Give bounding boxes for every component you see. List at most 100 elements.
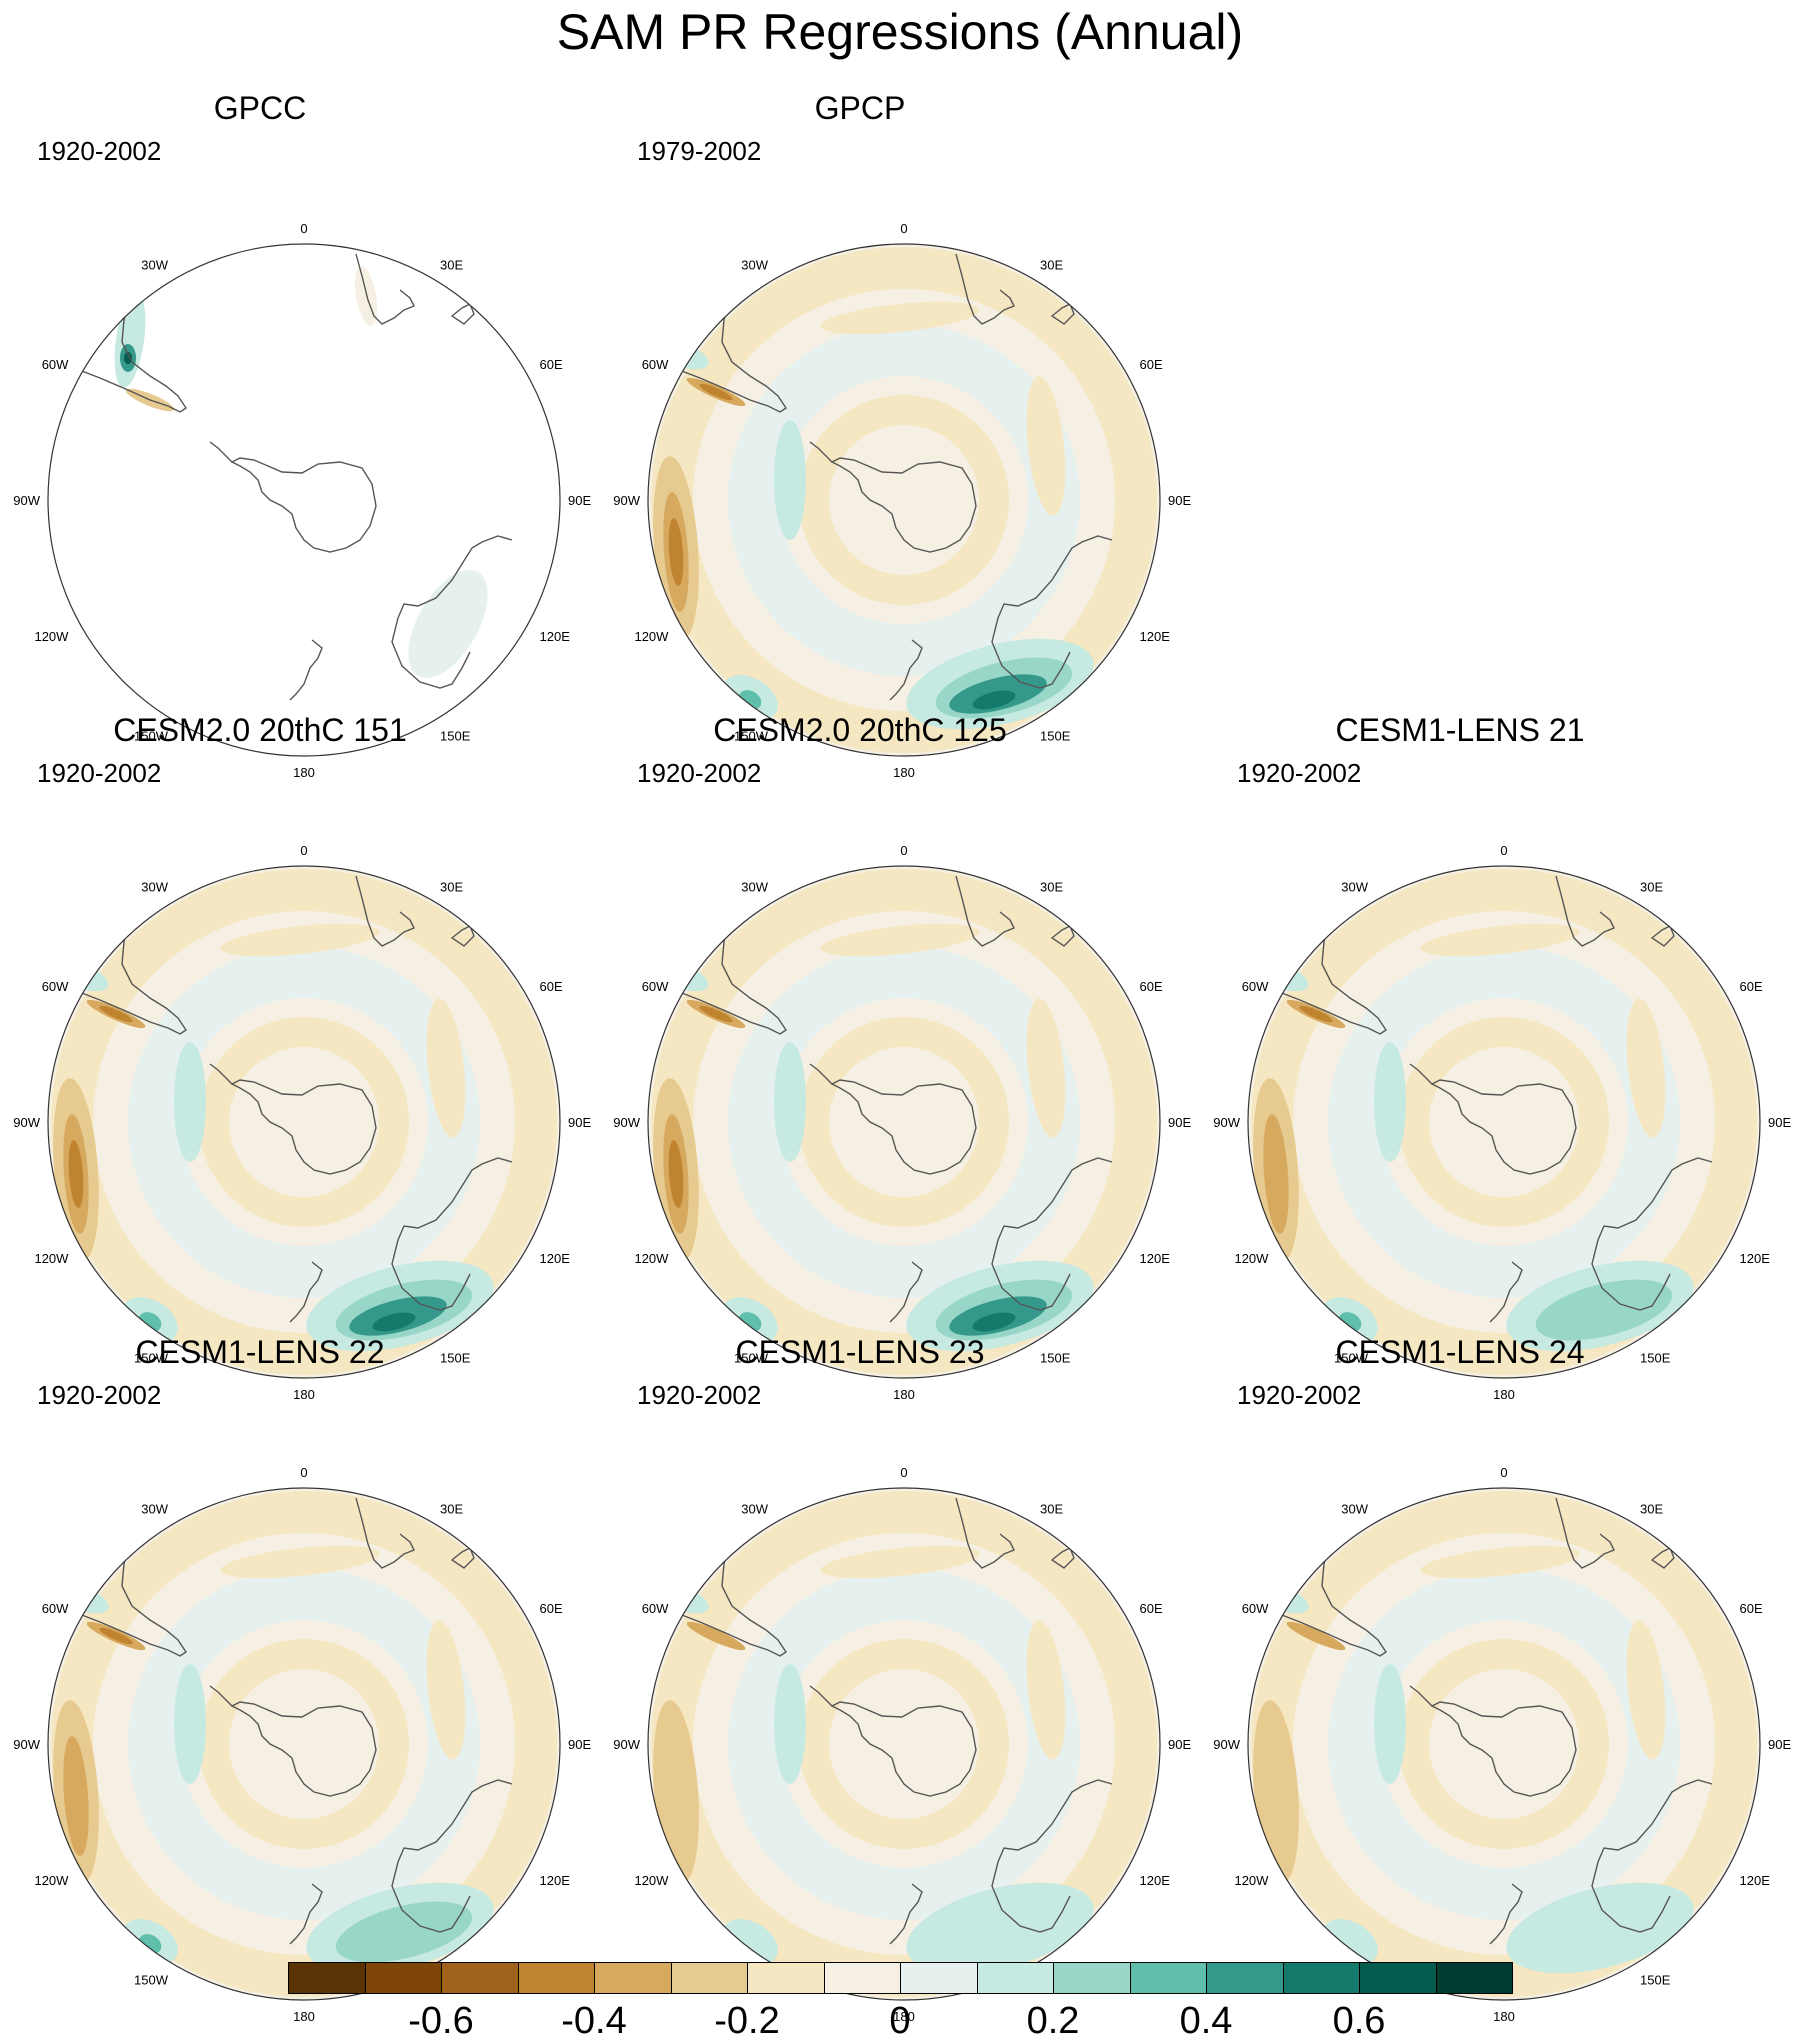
colorbar-tick-label: -0.2 <box>714 2000 780 2042</box>
coastline-4 <box>1050 303 1075 325</box>
longitude-label: 150W <box>734 729 769 744</box>
longitude-label: 60W <box>42 979 69 994</box>
longitude-label: 30E <box>1040 257 1063 272</box>
field-tasman-wet-max <box>372 1312 416 1332</box>
longitude-label: 0 <box>1500 843 1507 858</box>
longitude-label: 0 <box>900 1465 907 1480</box>
longitude-label: 90W <box>1213 1115 1240 1130</box>
longitude-label: 120E <box>1140 1251 1171 1266</box>
longitude-label: 90W <box>13 1737 40 1752</box>
field-australia <box>408 569 488 679</box>
map-border <box>47 243 561 757</box>
coastline-1 <box>209 441 233 463</box>
field-amundsen-wet <box>174 1664 206 1784</box>
panel-period: 1920-2002 <box>637 758 762 788</box>
longitude-label: 30W <box>1341 879 1368 894</box>
field-indian-dry-band <box>1026 1620 1066 1760</box>
longitude-label: 30W <box>141 879 168 894</box>
field-chile-dry <box>686 1621 746 1651</box>
coastline-3 <box>355 1497 415 1569</box>
longitude-label: 60W <box>642 1601 669 1616</box>
longitude-label: 120E <box>540 1251 571 1266</box>
longitude-label: 120W <box>1234 1873 1269 1888</box>
longitude-label: 120W <box>1234 1251 1269 1266</box>
longitude-label: 30E <box>1640 1501 1663 1516</box>
coastline-4 <box>450 925 475 947</box>
longitude-label: 60W <box>642 979 669 994</box>
coastline-4 <box>1650 925 1675 947</box>
panel-title: GPCP <box>814 90 906 126</box>
longitude-label: 60E <box>540 357 563 372</box>
field-amundsen-wet <box>174 1042 206 1162</box>
field-atlantic-dry-band <box>1420 923 1580 957</box>
field-tasman-wet-core <box>335 1901 473 1963</box>
coastline-6 <box>289 1883 323 1945</box>
field-background <box>648 1488 1160 2000</box>
longitude-label: 30W <box>741 257 768 272</box>
colorbar-tick-label: 0.2 <box>1026 2000 1080 2042</box>
longitude-label: 150E <box>1640 1351 1671 1366</box>
longitude-label: 120W <box>634 1873 669 1888</box>
longitude-label: 0 <box>1500 1465 1507 1480</box>
colorbar-tick-label: -0.6 <box>408 2000 474 2042</box>
colorbar-swatch <box>976 1962 1054 1994</box>
panel-title: CESM2.0 20thC 151 <box>113 712 407 748</box>
colorbar-tick-label: 0.4 <box>1179 2000 1233 2042</box>
field-atlantic-dry-band <box>820 923 980 957</box>
field-background <box>48 866 560 1378</box>
field-indian-dry-band <box>426 998 466 1138</box>
coastline-5 <box>991 535 1113 689</box>
panel-title: CESM1-LENS 23 <box>735 1334 985 1370</box>
longitude-label: 30W <box>741 879 768 894</box>
longitude-label: 90E <box>1168 493 1191 508</box>
longitude-label: 150E <box>440 1351 471 1366</box>
panel-lens-23: CESM1-LENS 23 1920-2002 0 30E 60E 90E 120E 150E… <box>600 1332 1191 2024</box>
longitude-label: 90E <box>1168 1737 1191 1752</box>
colorbar-swatch <box>288 1962 366 1994</box>
coastline-6 <box>889 1261 923 1323</box>
field-background <box>1248 1488 1760 2000</box>
panel-title: CESM1-LENS 22 <box>135 1334 385 1370</box>
coastline-3 <box>955 253 1015 325</box>
field-atlantic-dry-band <box>220 923 380 957</box>
colorbar-swatch <box>594 1962 672 1994</box>
coastline-6 <box>1489 1883 1523 1945</box>
field-chile-dry-core <box>1299 1005 1333 1023</box>
coastline-1 <box>209 1063 233 1085</box>
coastline-4 <box>450 1547 475 1569</box>
panel-lens-21: CESM1-LENS 21 1920-2002 0 30E 60E 90E 120E 150E… <box>1200 710 1791 1402</box>
field-amundsen-wet <box>774 420 806 540</box>
longitude-label: 150W <box>134 729 169 744</box>
field-background <box>1248 866 1760 1378</box>
panel-title: GPCC <box>213 90 307 126</box>
longitude-label: 90E <box>1168 1115 1191 1130</box>
coastline-5 <box>1591 1157 1713 1311</box>
longitude-label: 120W <box>634 1251 669 1266</box>
longitude-label: 120E <box>1740 1251 1771 1266</box>
coastline-5 <box>991 1779 1113 1933</box>
panel-title: CESM2.0 20thC 125 <box>713 712 1007 748</box>
coastline-1 <box>809 441 833 463</box>
longitude-label: 0 <box>300 843 307 858</box>
coastline-5 <box>1591 1779 1713 1933</box>
precipitation-field <box>1248 866 1760 1378</box>
longitude-label: 150W <box>1334 1351 1369 1366</box>
coastline-0 <box>830 1701 977 1797</box>
longitude-label: 180 <box>893 2009 915 2024</box>
longitude-label: 90W <box>13 1115 40 1130</box>
field-tasman-wet-core <box>1535 1279 1673 1341</box>
field-polar-dry-band <box>1399 1639 1609 1849</box>
longitude-label: 0 <box>300 1465 307 1480</box>
colorbar-swatch <box>1359 1962 1437 1994</box>
coastline-1 <box>809 1063 833 1085</box>
coastline-0 <box>230 1701 377 1797</box>
longitude-label: 120E <box>1740 1873 1771 1888</box>
coastline-6 <box>889 639 923 701</box>
field-amundsen-wet <box>774 1664 806 1784</box>
longitude-label: 90W <box>13 493 40 508</box>
longitude-label: 60W <box>42 1601 69 1616</box>
coastline-0 <box>230 457 377 553</box>
map-border <box>647 243 1161 757</box>
